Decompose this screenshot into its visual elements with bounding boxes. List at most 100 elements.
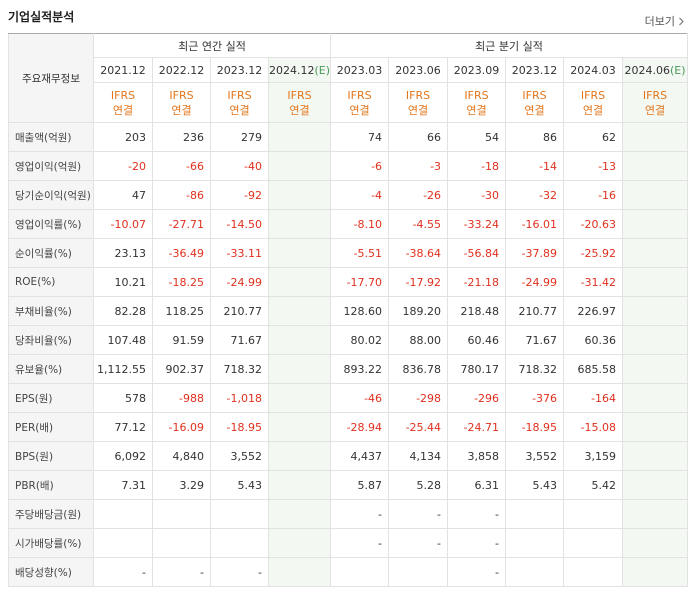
value-cell: -988: [152, 383, 211, 413]
period-header: 2023.12: [505, 57, 565, 83]
empty-cell: [267, 151, 332, 181]
value-cell: -296: [447, 383, 507, 413]
empty-cell: [152, 528, 211, 558]
value-cell: 218.48: [447, 296, 507, 326]
estimate-mark: (E): [314, 63, 331, 77]
value-cell: -16.09: [152, 412, 211, 442]
value-cell: -32: [505, 180, 565, 210]
value-cell: -24.99: [505, 267, 565, 297]
empty-cell: [563, 528, 624, 558]
value-cell: -28.94: [330, 412, 390, 442]
empty-cell: [267, 441, 332, 471]
empty-cell: [622, 412, 689, 442]
value-cell: 210.77: [505, 296, 565, 326]
empty-cell: [563, 557, 624, 587]
value-cell: -14.50: [210, 209, 269, 239]
empty-cell: [267, 122, 332, 152]
value-cell: 91.59: [152, 325, 211, 355]
empty-cell: [267, 180, 332, 210]
data-row: 매출액(억원) 203 236 279 74 66 54 86 62: [8, 122, 689, 152]
value-cell: 236: [152, 122, 211, 152]
empty-cell: [93, 528, 153, 558]
empty-cell: [267, 238, 332, 268]
consolidation-basis: 연결: [582, 103, 604, 117]
data-row: BPS(원) 6,092 4,840 3,552 4,437 4,134 3,858 3,55…: [8, 441, 689, 471]
value-cell: -: [388, 499, 449, 529]
value-cell: -4: [330, 180, 390, 210]
value-cell: -: [388, 528, 449, 558]
period: 2023.06: [395, 63, 441, 77]
value-cell: -33.24: [447, 209, 507, 239]
value-cell: 210.77: [210, 296, 269, 326]
value-cell: 86: [505, 122, 565, 152]
basis-header: IFRS 연결: [93, 82, 153, 123]
period-header: 2022.12: [152, 57, 211, 83]
value-cell: 279: [210, 122, 269, 152]
value-cell: 1,112.55: [93, 354, 153, 384]
value-cell: 3,552: [505, 441, 565, 471]
value-cell: -15.08: [563, 412, 624, 442]
value-cell: 578: [93, 383, 153, 413]
more-arrow[interactable]: [678, 17, 685, 26]
empty-cell: [622, 557, 689, 587]
value-cell: -: [210, 557, 269, 587]
empty-cell: [267, 470, 332, 500]
value-cell: 107.48: [93, 325, 153, 355]
row-label: 매출액(억원): [8, 122, 94, 152]
value-cell: -3: [388, 151, 449, 181]
row-label: 당좌비율(%): [8, 325, 94, 355]
value-cell: 80.02: [330, 325, 390, 355]
value-cell: -6: [330, 151, 390, 181]
value-cell: -164: [563, 383, 624, 413]
value-cell: -36.49: [152, 238, 211, 268]
empty-cell: [622, 151, 689, 181]
value-cell: -25.44: [388, 412, 449, 442]
data-row: 영업이익(억원) -20 -66 -40 -6 -3 -18 -14 -13: [8, 151, 689, 181]
empty-cell: [505, 499, 565, 529]
estimate-mark: (E): [670, 63, 686, 77]
value-cell: 47: [93, 180, 153, 210]
basis-header: IFRS 연결: [210, 82, 269, 123]
value-cell: -16: [563, 180, 624, 210]
basis-header: IFRS 연결: [330, 82, 390, 123]
more-link[interactable]: 더보기: [645, 13, 685, 29]
value-cell: -33.11: [210, 238, 269, 268]
row-label: 유보율(%): [8, 354, 94, 384]
value-cell: -24.71: [447, 412, 507, 442]
value-cell: 902.37: [152, 354, 211, 384]
value-cell: 5.43: [210, 470, 269, 500]
value-cell: -14: [505, 151, 565, 181]
data-row: 당좌비율(%) 107.48 91.59 71.67 80.02 88.00 60.46 71…: [8, 325, 689, 355]
empty-cell: [93, 499, 153, 529]
value-cell: -298: [388, 383, 449, 413]
value-cell: 82.28: [93, 296, 153, 326]
accounting-standard: IFRS: [287, 88, 312, 102]
accounting-standard: IFRS: [347, 88, 372, 102]
value-cell: -18: [447, 151, 507, 181]
value-cell: 10.21: [93, 267, 153, 297]
value-cell: -17.70: [330, 267, 390, 297]
financial-table: 주요재무정보 최근 연간 실적 최근 분기 실적 2021.12 2022.12 2023…: [8, 33, 689, 587]
empty-cell: [267, 267, 332, 297]
value-cell: -56.84: [447, 238, 507, 268]
accounting-standard: IFRS: [227, 88, 252, 102]
value-cell: 3.29: [152, 470, 211, 500]
value-cell: 718.32: [505, 354, 565, 384]
value-cell: -30: [447, 180, 507, 210]
value-cell: 77.12: [93, 412, 153, 442]
value-cell: -5.51: [330, 238, 390, 268]
value-cell: -26: [388, 180, 449, 210]
row-label: 부채비율(%): [8, 296, 94, 326]
value-cell: -92: [210, 180, 269, 210]
basis-header: IFRS 연결: [505, 82, 565, 123]
period-header: 2024.06(E): [622, 57, 689, 83]
empty-cell: [505, 557, 565, 587]
more-text[interactable]: 더보기: [644, 15, 675, 28]
value-cell: -40: [210, 151, 269, 181]
period: 2023.12: [511, 63, 558, 77]
value-cell: -10.07: [93, 209, 153, 239]
value-cell: 3,159: [563, 441, 624, 471]
empty-cell: [622, 441, 689, 471]
value-cell: 6.31: [447, 470, 507, 500]
